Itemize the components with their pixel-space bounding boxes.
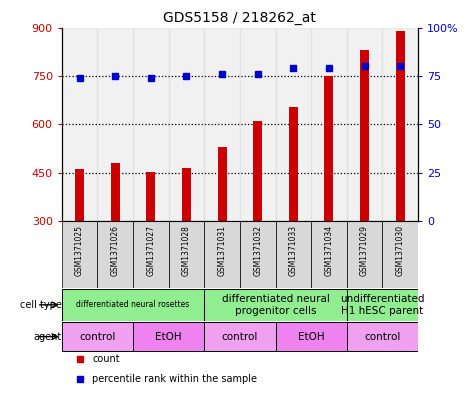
Bar bbox=[276, 222, 311, 288]
Bar bbox=[240, 28, 276, 222]
Bar bbox=[276, 28, 311, 222]
Bar bbox=[204, 28, 240, 222]
Bar bbox=[62, 28, 97, 222]
Text: GSM1371031: GSM1371031 bbox=[218, 225, 227, 276]
Bar bbox=[382, 28, 418, 222]
Bar bbox=[97, 28, 133, 222]
Text: GSM1371030: GSM1371030 bbox=[396, 225, 405, 276]
Text: GSM1371032: GSM1371032 bbox=[253, 225, 262, 276]
Bar bbox=[97, 222, 133, 288]
Bar bbox=[146, 173, 155, 222]
Text: GSM1371028: GSM1371028 bbox=[182, 225, 191, 275]
Bar bbox=[396, 31, 405, 222]
Bar bbox=[75, 169, 84, 222]
Text: differentiated neural
progenitor cells: differentiated neural progenitor cells bbox=[221, 294, 330, 316]
Text: agent: agent bbox=[34, 332, 62, 342]
Bar bbox=[218, 147, 227, 222]
Bar bbox=[382, 222, 418, 288]
Bar bbox=[347, 28, 382, 222]
Text: control: control bbox=[222, 332, 258, 342]
Bar bbox=[240, 222, 276, 288]
Bar bbox=[62, 322, 133, 351]
Bar bbox=[253, 121, 262, 222]
Bar bbox=[204, 289, 347, 321]
Text: GSM1371026: GSM1371026 bbox=[111, 225, 120, 276]
Bar bbox=[204, 322, 276, 351]
Bar bbox=[324, 76, 333, 222]
Text: undifferentiated
H1 hESC parent: undifferentiated H1 hESC parent bbox=[340, 294, 425, 316]
Bar bbox=[62, 289, 204, 321]
Bar bbox=[204, 222, 240, 288]
Text: GSM1371033: GSM1371033 bbox=[289, 225, 298, 276]
Text: EtOH: EtOH bbox=[298, 332, 324, 342]
Bar bbox=[169, 222, 204, 288]
Bar bbox=[347, 222, 382, 288]
Text: GSM1371027: GSM1371027 bbox=[146, 225, 155, 276]
Text: control: control bbox=[364, 332, 400, 342]
Text: percentile rank within the sample: percentile rank within the sample bbox=[92, 374, 257, 384]
Text: GSM1371034: GSM1371034 bbox=[324, 225, 333, 276]
Bar bbox=[62, 222, 97, 288]
Text: GSM1371025: GSM1371025 bbox=[75, 225, 84, 276]
Text: control: control bbox=[79, 332, 115, 342]
Bar bbox=[169, 28, 204, 222]
Bar bbox=[133, 322, 204, 351]
Bar bbox=[347, 322, 418, 351]
Bar bbox=[276, 322, 347, 351]
Bar bbox=[289, 107, 298, 222]
Bar bbox=[311, 222, 347, 288]
Text: differentiated neural rosettes: differentiated neural rosettes bbox=[76, 300, 190, 309]
Bar bbox=[360, 50, 369, 222]
Text: count: count bbox=[92, 354, 120, 364]
Text: GSM1371029: GSM1371029 bbox=[360, 225, 369, 276]
Text: cell type: cell type bbox=[20, 300, 62, 310]
Title: GDS5158 / 218262_at: GDS5158 / 218262_at bbox=[163, 11, 316, 25]
Bar bbox=[182, 168, 191, 222]
Bar bbox=[111, 163, 120, 222]
Bar bbox=[311, 28, 347, 222]
Bar bbox=[133, 28, 169, 222]
Bar bbox=[133, 222, 169, 288]
Bar bbox=[347, 289, 418, 321]
Text: EtOH: EtOH bbox=[155, 332, 182, 342]
